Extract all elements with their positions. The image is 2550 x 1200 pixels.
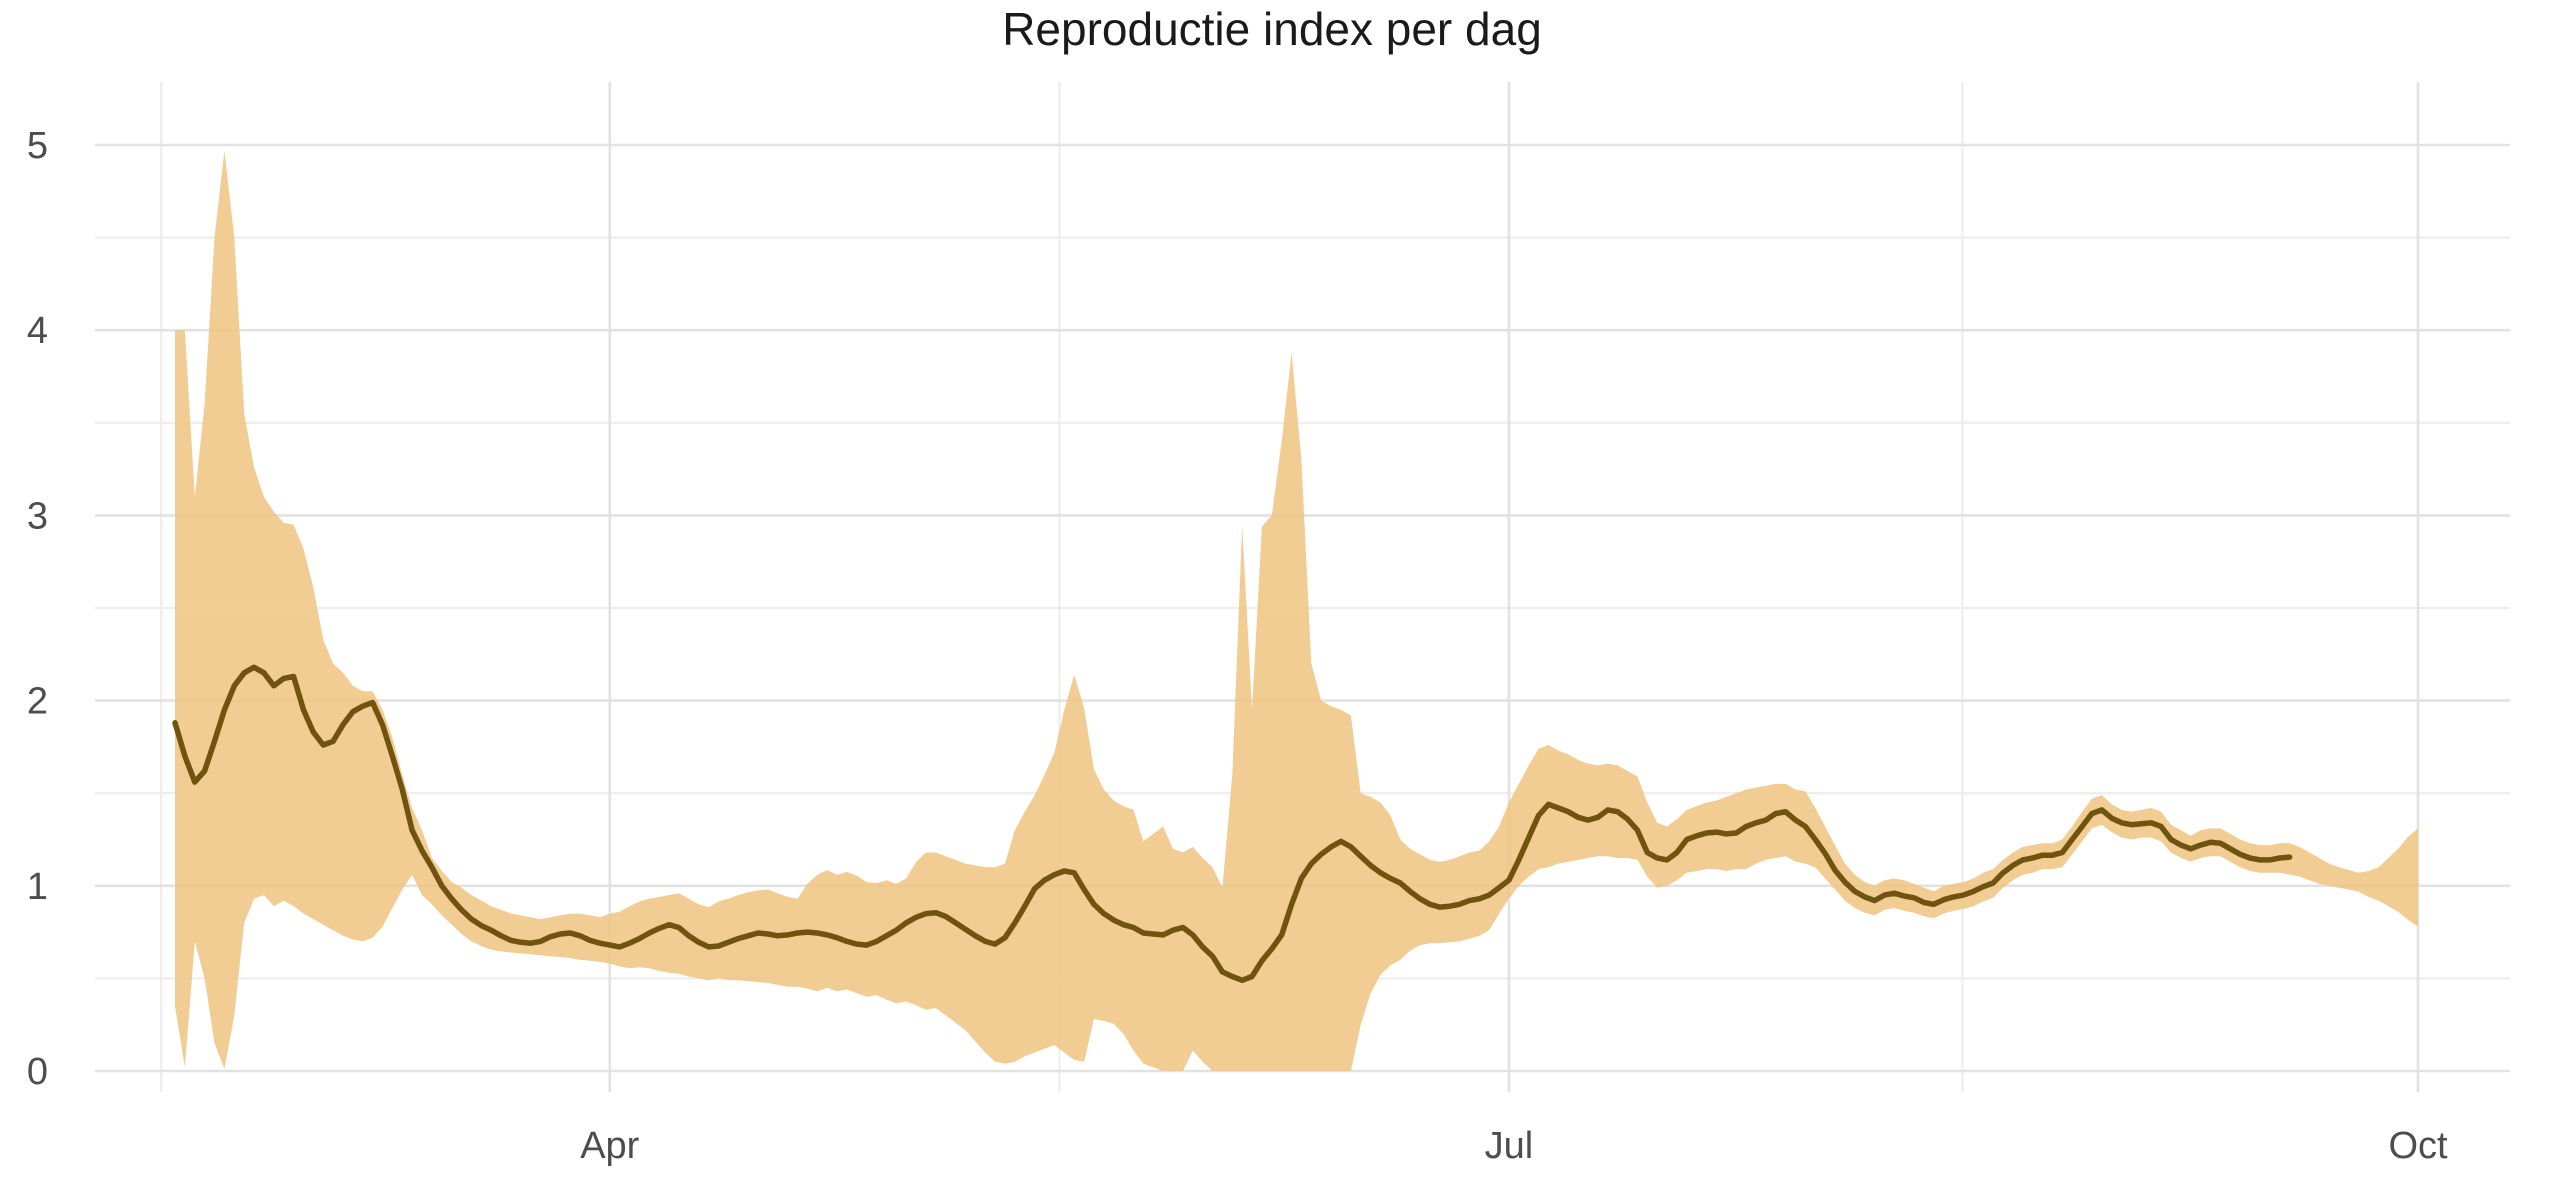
y-tick-label: 5 — [27, 125, 48, 167]
x-tick-label: Jul — [1485, 1125, 1534, 1167]
y-tick-label: 3 — [27, 495, 48, 537]
y-axis-tick-labels: 0 1 2 3 4 5 — [27, 125, 48, 1093]
y-tick-label: 4 — [27, 310, 48, 352]
x-tick-label: Apr — [580, 1125, 639, 1167]
gridlines-major — [95, 82, 2510, 1092]
y-tick-label: 0 — [27, 1051, 48, 1093]
x-tick-label: Oct — [2388, 1125, 2448, 1167]
confidence-band — [175, 150, 2418, 1072]
y-tick-label: 2 — [27, 681, 48, 723]
x-axis-tick-labels: Apr Jul Oct — [580, 1125, 2448, 1167]
y-tick-label: 1 — [27, 866, 48, 908]
chart-title: Reproductie index per dag — [1002, 3, 1542, 55]
r-value-line — [172, 664, 2293, 984]
